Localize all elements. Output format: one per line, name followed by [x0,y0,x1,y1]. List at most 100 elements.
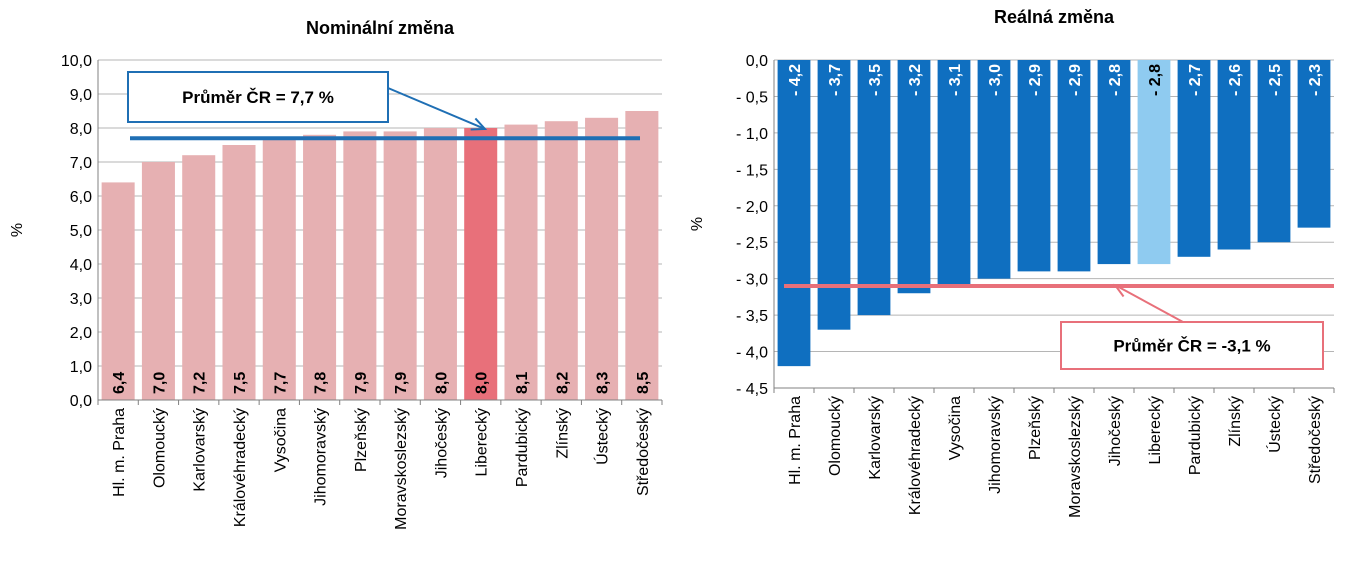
y-tick-label: - 4,0 [736,345,768,362]
data-label: - 2,3 [1307,64,1324,96]
x-tick-label: Královéhradecký [232,408,249,527]
x-tick-label: Karlovarský [192,408,209,492]
x-tick-label: Vysočina [272,408,289,472]
chart-title: Reálná změna [994,7,1115,27]
y-tick-label: 6,0 [70,189,92,206]
data-label: - 2,8 [1107,64,1124,96]
x-tick-label: Hl. m. Praha [787,396,804,485]
y-tick-label: - 2,5 [736,235,768,252]
bar [777,60,811,367]
data-label: - 2,9 [1067,64,1084,96]
bar [101,182,135,400]
bar [857,60,891,316]
y-tick-label: 0,0 [746,53,768,70]
x-tick-label: Pardubický [1187,396,1204,475]
data-label: - 2,9 [1027,64,1044,96]
data-label: 6,4 [111,372,128,394]
arrow-head [470,117,488,131]
callout-arrow [1114,284,1184,323]
bar [1057,60,1091,272]
y-tick-label: - 3,0 [736,272,768,289]
chart-title: Nominální změna [306,18,455,38]
data-label: - 2,8 [1147,64,1164,96]
bar [1097,60,1131,265]
x-tick-label: Moravskoslezský [393,408,410,530]
y-tick-label: - 1,0 [736,126,768,143]
bar [625,111,659,400]
bar [1017,60,1051,272]
data-label: 8,3 [595,372,612,394]
y-tick-label: - 2,0 [736,199,768,216]
data-label: 7,2 [192,372,209,394]
bar [182,155,216,400]
data-label: 8,0 [474,372,491,394]
x-tick-label: Ústecký [593,408,612,465]
bar [1177,60,1211,257]
y-tick-label: 9,0 [70,87,92,104]
data-label: 8,1 [514,372,531,394]
data-label: - 3,2 [907,64,924,96]
data-label: - 3,5 [867,64,884,96]
data-label: 7,0 [151,372,168,394]
x-tick-label: Středočeský [635,408,652,496]
y-axis-unit: % [9,223,26,237]
x-tick-label: Karlovarský [867,396,884,480]
data-label: 7,9 [353,372,370,394]
arrow-head [1112,283,1130,298]
x-tick-label: Pardubický [514,408,531,487]
data-label: - 3,7 [827,64,844,96]
x-tick-label: Středočeský [1307,396,1324,484]
x-tick-label: Jihomoravský [987,396,1004,494]
data-label: - 3,0 [987,64,1004,96]
x-tick-label: Jihočeský [433,408,450,478]
callout-arrow [387,87,486,130]
y-tick-label: - 3,5 [736,308,768,325]
y-tick-label: - 0,5 [736,89,768,106]
data-label: 8,0 [433,372,450,394]
y-axis-unit: % [689,217,706,231]
bar [1137,60,1171,265]
bar [141,162,175,400]
y-tick-label: 4,0 [70,257,92,274]
data-label: 8,2 [554,372,571,394]
x-tick-label: Olomoucký [151,408,168,488]
data-label: - 3,1 [947,64,964,96]
y-tick-label: 10,0 [61,53,92,70]
bar [585,117,619,401]
y-tick-label: - 4,5 [736,381,768,398]
data-label: 8,5 [635,372,652,394]
x-tick-label: Plzeňský [353,408,370,472]
bar [262,138,296,400]
y-tick-label: 3,0 [70,291,92,308]
bar [222,145,256,400]
x-tick-label: Ústecký [1265,396,1284,453]
chart-2: Reálná změna% 0,0 - 0,5 - 1,0 - 1,5 - 2,0 - 2,… [689,7,1335,518]
x-tick-label: Vysočina [947,396,964,460]
bar [897,60,931,294]
x-tick-label: Zlínský [1227,396,1244,447]
average-label: Průměr ČR = -3,1 % [1113,337,1270,356]
bar [464,128,498,400]
y-tick-label: 0,0 [70,393,92,410]
bar [1297,60,1331,228]
data-label: - 2,7 [1187,64,1204,96]
y-tick-label: 7,0 [70,155,92,172]
y-tick-label: 8,0 [70,121,92,138]
bar [1257,60,1291,243]
data-label: 7,5 [232,372,249,394]
x-tick-label: Liberecký [474,408,491,476]
bar [343,131,377,400]
bar [817,60,851,330]
average-label-box [127,71,389,123]
x-tick-label: Liberecký [1147,396,1164,464]
data-label: - 2,6 [1227,64,1244,96]
x-tick-label: Hl. m. Praha [111,408,128,497]
x-tick-label: Jihočeský [1107,396,1124,466]
bar [937,60,971,286]
data-label: - 4,2 [787,64,804,96]
bar [977,60,1011,279]
data-label: - 2,5 [1267,64,1284,96]
y-tick-label: 5,0 [70,223,92,240]
x-tick-label: Plzeňský [1027,396,1044,460]
